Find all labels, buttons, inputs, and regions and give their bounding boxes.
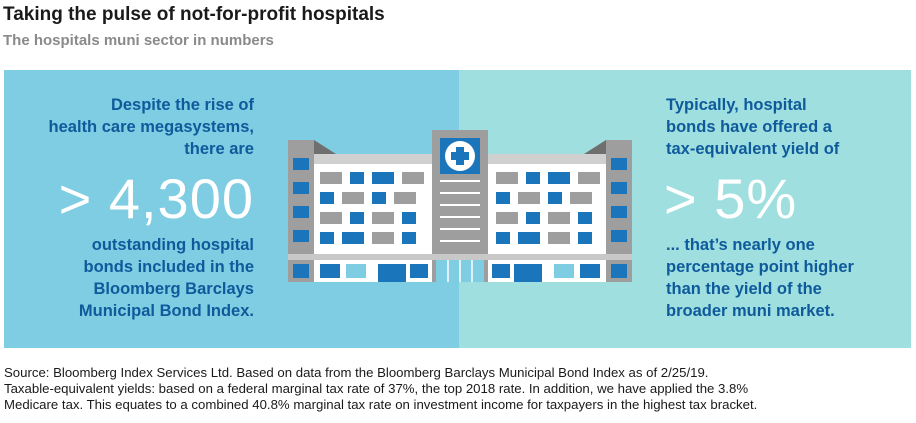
page-subtitle: The hospitals muni sector in numbers [3,32,274,49]
right-detail: ... that’s nearly one percentage point h… [666,234,906,322]
right-big-number: > 5% [664,167,798,230]
footnote-line: Medicare tax. This equates to a combined… [4,397,758,412]
right-detail-line: ... that’s nearly one [666,236,815,254]
left-wing-roof [314,154,432,164]
left-intro-line: health care megasystems, [48,118,254,136]
medical-cross-shape [451,147,469,165]
left-roof-slope [314,140,336,154]
left-intro: Despite the rise of health care megasyst… [20,94,254,160]
left-intro-line: Despite the rise of [110,96,254,114]
hospital-building-icon [288,130,632,282]
right-intro-line: bonds have offered a [666,118,832,136]
page-title: Taking the pulse of not-for-profit hospi… [3,4,385,25]
left-detail: outstanding hospital bonds included in t… [20,234,254,322]
left-detail-line: Municipal Bond Index. [78,302,254,320]
right-wing-roof [488,154,606,164]
right-intro: Typically, hospital bonds have offered a… [666,94,896,160]
left-detail-line: outstanding hospital [91,236,254,254]
footnote-line: Source: Bloomberg Index Services Ltd. Ba… [4,365,709,380]
outer-tower-windows [293,158,627,242]
right-roof-slope [584,140,606,154]
left-big-number: > 4,300 [58,167,254,230]
footnote: Source: Bloomberg Index Services Ltd. Ba… [4,365,912,413]
right-detail-line: broader muni market. [666,302,835,320]
right-detail-line: percentage point higher [666,258,854,276]
central-tower-stripes [440,180,480,242]
footnote-line: Taxable-equivalent yields: based on a fe… [4,381,749,396]
left-detail-line: bonds included in the [83,258,255,276]
left-detail-line: Bloomberg Barclays [93,280,254,298]
right-intro-line: tax-equivalent yield of [666,140,840,158]
right-detail-line: than the yield of the [666,280,822,298]
right-intro-line: Typically, hospital [666,96,807,114]
wing-windows [320,172,600,244]
left-intro-line: there are [184,140,254,158]
entrance-door-lines [447,260,473,282]
ground-floor-band [288,254,632,260]
